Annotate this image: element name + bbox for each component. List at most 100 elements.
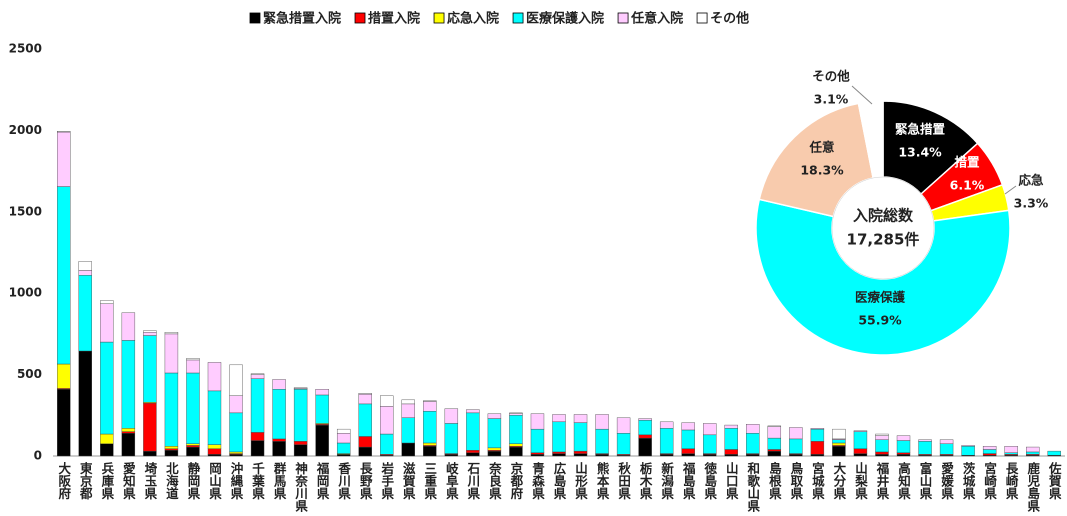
bar-segment: [659, 428, 674, 454]
bar-segment: [121, 340, 136, 429]
bar-segment: [595, 454, 609, 457]
bar-segment: [207, 390, 222, 445]
bar-segment: [358, 446, 372, 457]
bar-segment: [423, 411, 437, 444]
y-tick-label: 2000: [9, 123, 42, 137]
donut-outline: [831, 176, 935, 280]
x-tick-label: 岩手県: [379, 461, 394, 500]
x-tick-label: 鳥取県: [788, 461, 803, 500]
bar-segment: [444, 423, 459, 454]
bar-segment: [853, 448, 868, 454]
bar-segment: [1047, 450, 1061, 456]
bar-segment: [659, 421, 674, 429]
bar-segment: [186, 445, 200, 448]
bar-segment: [143, 402, 157, 452]
bar-segment: [767, 450, 782, 457]
bar-segment: [466, 452, 480, 457]
bar-segment: [875, 433, 889, 436]
bar-segment: [186, 372, 200, 444]
bar-segment: [164, 372, 179, 447]
bar-segment: [121, 428, 136, 432]
bar-segment: [703, 454, 717, 457]
slice-value: 18.3%: [800, 163, 844, 178]
bar-segment: [466, 409, 480, 414]
x-tick-label: 愛知県: [121, 461, 136, 500]
bar-segment: [767, 437, 782, 450]
bar-segment: [293, 387, 308, 389]
x-tick-label: 三重県: [422, 462, 437, 500]
bar-segment: [875, 451, 889, 455]
bar-segment: [315, 389, 329, 396]
bar-segment: [186, 358, 200, 361]
bar-segment: [229, 451, 243, 454]
bar-segment: [272, 438, 286, 442]
bar-segment: [939, 439, 954, 444]
bar-segment: [1026, 451, 1040, 455]
slice-label: 医療保護: [855, 290, 906, 305]
x-tick-label: 香川県: [336, 461, 351, 500]
bar-segment: [616, 417, 631, 434]
bar-segment: [530, 454, 545, 457]
bar-segment: [552, 421, 566, 453]
bar-segment: [853, 431, 868, 449]
bar-segment: [681, 422, 695, 431]
bar-segment: [509, 412, 523, 414]
bar-segment: [896, 440, 911, 453]
bar-segment: [315, 394, 329, 424]
x-tick-label: 沖縄県: [229, 461, 244, 500]
bar-segment: [250, 374, 265, 379]
x-tick-label: 宮城県: [810, 461, 825, 500]
x-tick-label: 宮崎県: [982, 461, 997, 500]
bar-segment: [616, 433, 631, 455]
bar-segment: [595, 428, 609, 454]
bar-segment: [57, 363, 71, 389]
bar-segment: [767, 425, 782, 427]
bar-segment: [143, 332, 157, 336]
bar-segment: [100, 300, 114, 304]
bar-segment: [423, 401, 437, 412]
bar-segment: [143, 335, 157, 403]
bar-segment: [229, 364, 243, 396]
bar-segment: [1004, 446, 1018, 453]
leader-line: [1004, 185, 1017, 195]
bar-segment: [832, 446, 846, 457]
slice-label: 任意: [808, 140, 834, 155]
bar-segment: [982, 446, 997, 450]
x-tick-label: 熊本県: [595, 461, 610, 500]
bar-segment: [681, 448, 695, 454]
legend-label: 措置入院: [368, 11, 420, 27]
bar-segment: [272, 389, 286, 440]
bar-segment: [724, 428, 738, 450]
bar-segment: [638, 419, 652, 436]
bar-segment: [207, 362, 222, 392]
bar-segment: [250, 373, 265, 375]
x-tick-label: 新潟県: [659, 461, 674, 500]
bar-segment: [186, 443, 200, 446]
bar-segment: [659, 454, 674, 457]
bar-segment: [57, 131, 71, 133]
x-tick-label: 鹿児島県: [1025, 461, 1040, 513]
bar-segment: [875, 454, 889, 457]
x-tick-label: 佐賀県: [1047, 461, 1062, 500]
x-tick-label: 静岡県: [185, 461, 200, 500]
bar-segment: [315, 424, 329, 457]
bar-segment: [703, 423, 717, 436]
x-tick-label: 広島県: [552, 461, 567, 500]
legend-swatch: [617, 12, 629, 24]
bar-segment: [336, 428, 351, 434]
bar-segment: [207, 444, 222, 449]
x-tick-label: 秋田県: [616, 461, 631, 500]
bar-segment: [896, 435, 911, 441]
x-tick-label: 青森県: [530, 461, 545, 500]
bar-segment: [595, 414, 609, 430]
bar-segment: [250, 378, 265, 433]
x-tick-label: 長野県: [358, 461, 373, 500]
bar-segment: [552, 414, 566, 423]
bar-segment: [530, 413, 545, 430]
x-tick-label: 東京都: [78, 461, 93, 500]
bar-segment: [767, 426, 782, 439]
bar-segment: [638, 434, 652, 439]
bar-segment: [143, 330, 157, 333]
bar-segment: [444, 454, 459, 457]
y-tick-label: 0: [34, 449, 42, 463]
